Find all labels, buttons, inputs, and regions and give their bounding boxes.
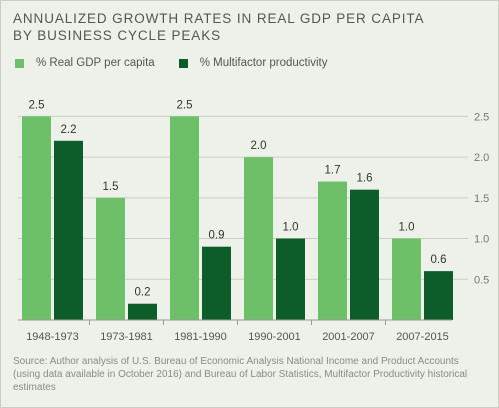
y-tick-label: 0.5 bbox=[474, 274, 489, 286]
y-tick-label: 1.5 bbox=[474, 193, 489, 205]
x-tick-label: 1973-1981 bbox=[100, 331, 153, 343]
bar-gdp bbox=[96, 197, 125, 320]
bar-mfp bbox=[54, 140, 83, 320]
chart-title-line-2: BY BUSINESS CYCLE PEAKS bbox=[13, 28, 222, 43]
data-label-gdp: 1.5 bbox=[103, 181, 119, 193]
bar-mfp bbox=[424, 271, 453, 320]
data-label-gdp: 2.5 bbox=[29, 99, 45, 111]
x-tick-label: 1990-2001 bbox=[248, 331, 301, 343]
legend-item-gdp: % Real GDP per capita bbox=[15, 57, 155, 69]
bar-gdp bbox=[318, 181, 347, 320]
bar-mfp bbox=[350, 189, 379, 320]
data-label-gdp: 1.0 bbox=[399, 222, 415, 234]
data-label-mfp: 0.2 bbox=[135, 287, 151, 299]
bar-gdp bbox=[170, 116, 199, 320]
bar-mfp bbox=[276, 238, 305, 320]
data-label-gdp: 2.5 bbox=[177, 99, 193, 111]
data-label-mfp: 0.6 bbox=[431, 254, 447, 266]
bar-mfp bbox=[128, 303, 157, 320]
legend-label-mfp: % Multifactor productivity bbox=[199, 57, 328, 69]
chart-title: ANNUALIZED GROWTH RATES IN REAL GDP PER … bbox=[13, 10, 424, 44]
y-tick-label: 2.0 bbox=[474, 152, 489, 164]
data-label-mfp: 2.2 bbox=[61, 124, 77, 136]
bar-mfp bbox=[202, 246, 231, 320]
x-tick-label: 2001-2007 bbox=[322, 331, 375, 343]
y-tick-label: 2.5 bbox=[474, 111, 489, 123]
bar-gdp bbox=[22, 116, 51, 320]
legend-swatch-gdp bbox=[15, 58, 24, 68]
data-label-mfp: 1.0 bbox=[283, 222, 299, 234]
legend: % Real GDP per capita % Multifactor prod… bbox=[15, 57, 352, 69]
x-tick-label: 1948-1973 bbox=[26, 331, 79, 343]
data-label-gdp: 2.0 bbox=[251, 140, 267, 152]
source-note: Source: Author analysis of U.S. Bureau o… bbox=[13, 356, 468, 393]
x-tick-label: 2007-2015 bbox=[396, 331, 449, 343]
bar-gdp bbox=[244, 157, 273, 320]
data-label-mfp: 1.6 bbox=[357, 173, 373, 185]
x-tick-label: 1981-1990 bbox=[174, 331, 227, 343]
legend-label-gdp: % Real GDP per capita bbox=[36, 57, 155, 69]
data-label-mfp: 0.9 bbox=[209, 230, 225, 242]
legend-swatch-mfp bbox=[178, 58, 188, 68]
bar-gdp bbox=[392, 238, 421, 320]
chart-title-line-1: ANNUALIZED GROWTH RATES IN REAL GDP PER … bbox=[13, 11, 425, 26]
y-tick-label: 1.0 bbox=[474, 234, 489, 246]
legend-item-mfp: % Multifactor productivity bbox=[178, 57, 328, 69]
data-label-gdp: 1.7 bbox=[325, 165, 341, 177]
